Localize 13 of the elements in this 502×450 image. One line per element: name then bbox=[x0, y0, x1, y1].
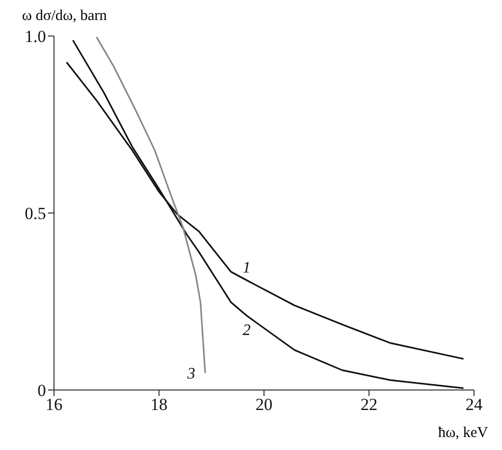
x-tick-label: 18 bbox=[150, 395, 168, 414]
series-label: 1 bbox=[242, 259, 251, 276]
y-tick-label: 1.0 bbox=[24, 27, 46, 46]
series-label: 3 bbox=[186, 366, 196, 383]
y-axis-title: ω dσ/dω, barn bbox=[22, 8, 107, 25]
x-tick-label: 22 bbox=[360, 395, 378, 414]
y-tick-label: 0 bbox=[38, 381, 46, 400]
series-label: 2 bbox=[242, 322, 251, 340]
x-tick-label: 20 bbox=[256, 395, 272, 414]
x-tick-label: 24 bbox=[466, 395, 483, 414]
y-tick-label: 0.5 bbox=[24, 204, 46, 224]
x-axis-title: ħω, keV bbox=[438, 425, 488, 442]
x-tick-label: 16 bbox=[46, 395, 62, 414]
